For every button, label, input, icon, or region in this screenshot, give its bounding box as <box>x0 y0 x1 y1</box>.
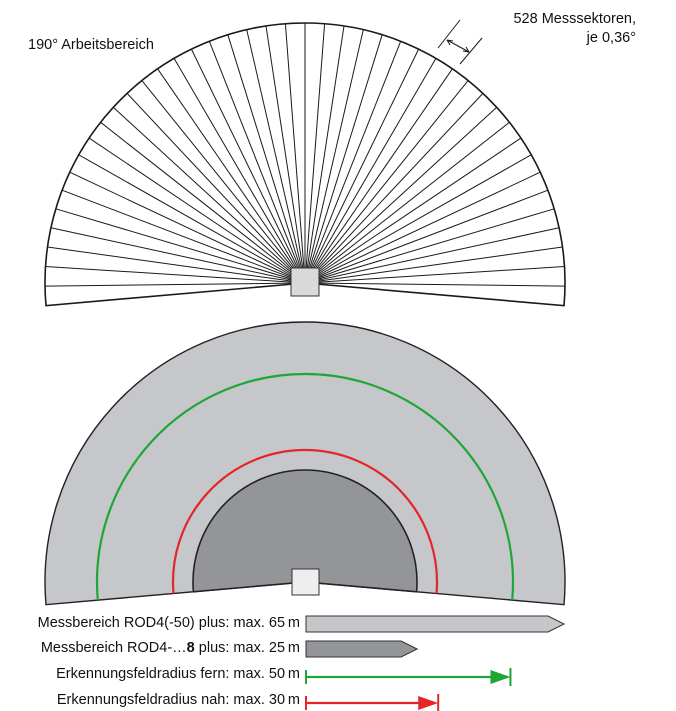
field-near-arrowhead <box>418 696 439 710</box>
fan-ray <box>304 80 469 284</box>
fan-ray <box>304 121 510 284</box>
fan-ray <box>304 227 560 284</box>
range-diagram <box>44 321 566 606</box>
fan-ray <box>55 208 306 284</box>
fan-sector-rays <box>44 23 566 287</box>
working-range-label: 190° Arbeitsbereich <box>28 37 154 53</box>
range-8-area <box>192 469 418 593</box>
legend-label-range-8: Messbereich ROD4-…8 plus: max. 25 m <box>41 640 300 656</box>
range-plus-area <box>44 321 566 606</box>
fan-ray <box>100 121 306 284</box>
legend-label-field-far: Erkennungsfeldradius fern: max. 50 m <box>56 666 300 682</box>
dimension-arrowhead-left <box>446 39 454 46</box>
fan-ray <box>304 189 549 284</box>
field-far-arrowhead <box>490 670 511 684</box>
legend-line-field-near <box>305 694 440 711</box>
sectors-label-line1: 528 Messsektoren, <box>513 11 636 27</box>
fan-ray <box>304 34 383 284</box>
legend-line-field-far <box>305 668 512 686</box>
field-far-arc <box>95 372 515 601</box>
fan-ray <box>304 137 522 284</box>
fan-ray <box>246 29 306 284</box>
fan-ray <box>126 93 306 284</box>
fan-ray <box>304 106 498 284</box>
dimension-arrow-line <box>446 39 470 53</box>
sensor-icon <box>291 568 320 596</box>
fan-ray <box>47 246 306 284</box>
fan-ray <box>45 266 306 284</box>
fan-ray <box>112 106 306 284</box>
fan-ray <box>208 41 306 284</box>
dimension-line-right <box>459 37 483 65</box>
fan-ray <box>304 246 563 284</box>
fan-ray <box>304 208 555 284</box>
fan-ray <box>304 48 420 284</box>
working-range-fan <box>44 22 566 307</box>
sectors-label-line2: je 0,36° <box>586 30 636 46</box>
legend-arrow-range-8 <box>305 640 419 658</box>
fan-ray <box>78 154 306 284</box>
fan-ray <box>304 25 345 284</box>
sector-width-dimension <box>437 19 483 65</box>
field-near-arc <box>171 448 439 594</box>
fan-ray <box>304 282 566 287</box>
sensor-icon <box>290 267 320 297</box>
fan-ray <box>304 41 402 284</box>
fan-ray <box>50 227 306 284</box>
legend: Messbereich ROD4(-50) plus: max. 65 m Me… <box>38 615 566 711</box>
fan-ray <box>304 154 532 284</box>
fan-ray <box>304 93 484 284</box>
fan-ray <box>304 58 437 284</box>
fan-ray <box>304 171 541 284</box>
legend-label-field-near: Erkennungsfeldradius nah: max. 30 m <box>57 692 300 708</box>
fan-ray <box>44 282 306 287</box>
dimension-arrowhead-right <box>462 46 470 53</box>
fan-ray <box>227 34 306 284</box>
fan-ray <box>61 189 306 284</box>
fan-ray <box>190 48 306 284</box>
fan-ray <box>157 68 306 284</box>
legend-label-range-plus: Messbereich ROD4(-50) plus: max. 65 m <box>38 615 300 631</box>
fan-ray <box>88 137 306 284</box>
fan-ray <box>284 23 306 284</box>
fan-ray <box>265 25 306 284</box>
legend-arrow-range-plus <box>305 615 566 633</box>
fan-ray <box>141 80 306 284</box>
fan-ray <box>304 68 453 284</box>
fan-ray <box>304 29 364 284</box>
dimension-line-left <box>437 19 461 49</box>
fan-ray <box>173 58 306 284</box>
fan-ray <box>69 171 306 284</box>
fan-ray <box>304 266 565 284</box>
fan-ray <box>304 23 326 284</box>
